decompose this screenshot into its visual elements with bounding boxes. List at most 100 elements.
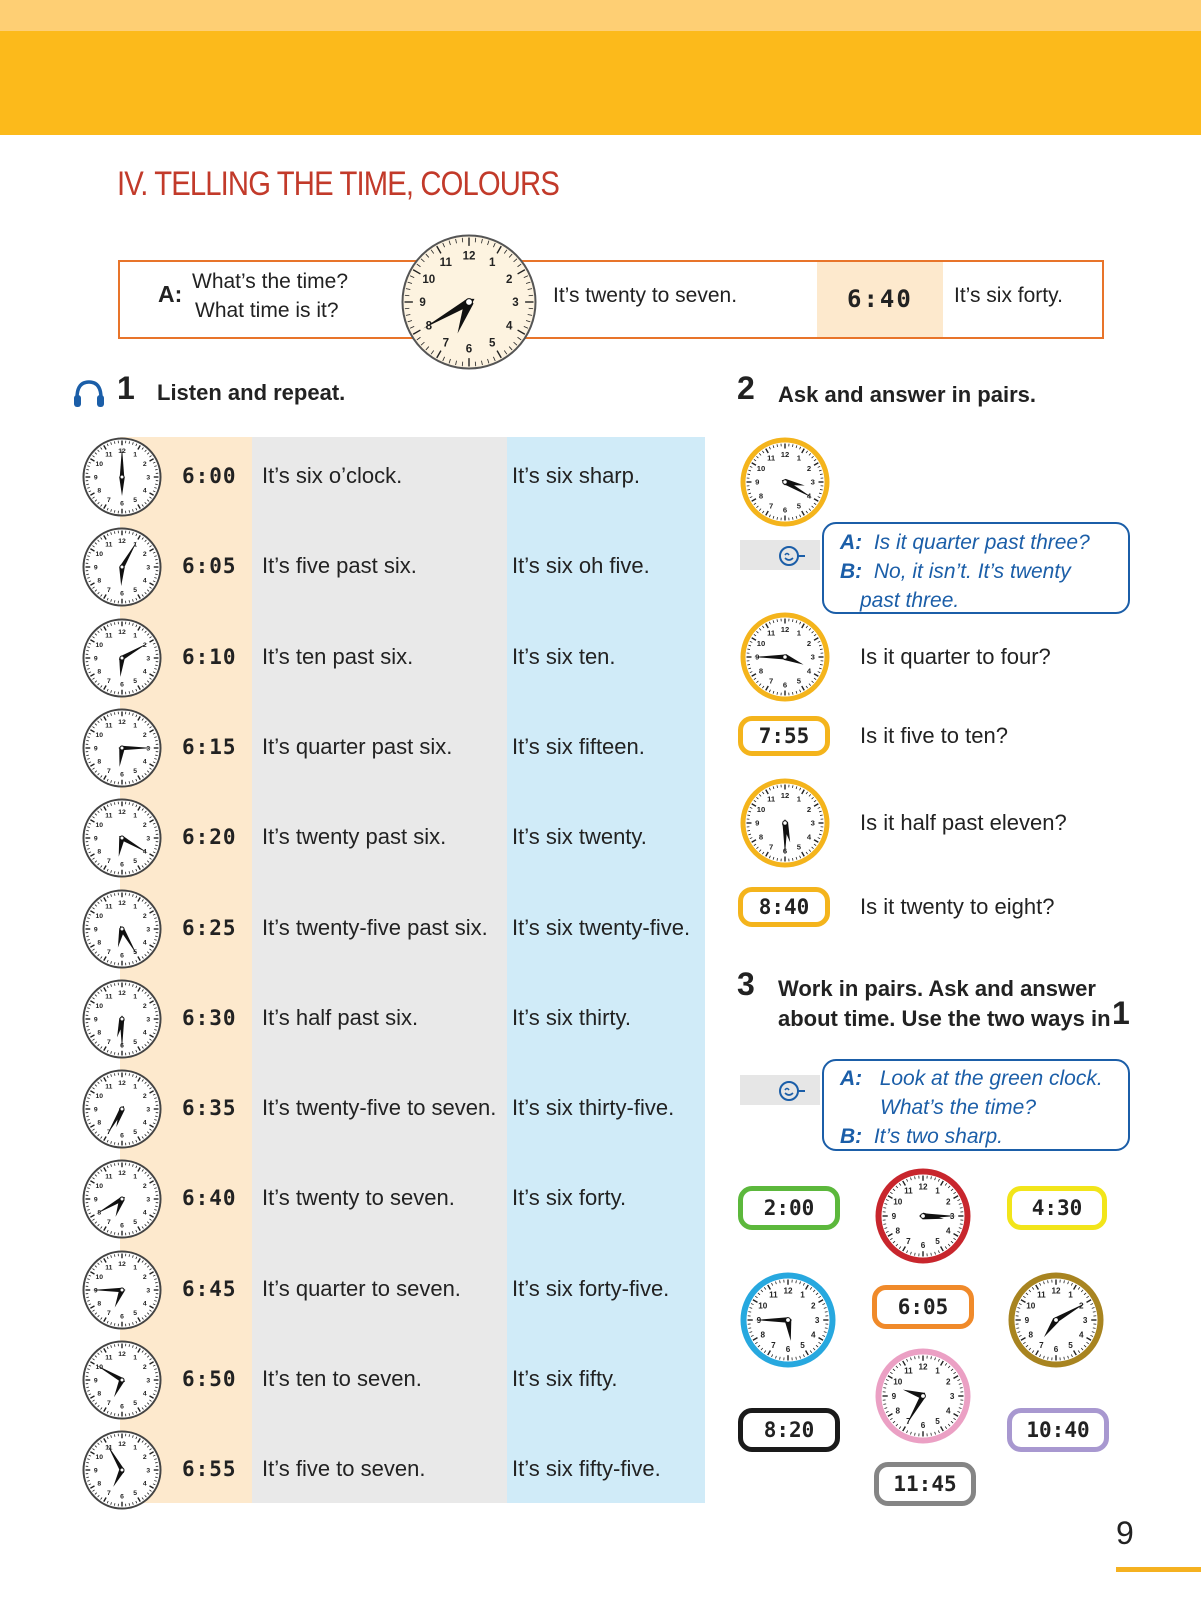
ex1-phrase-2: It’s six twenty. [512,824,647,850]
svg-text:4: 4 [143,668,147,675]
svg-text:12: 12 [118,1441,126,1448]
svg-text:7: 7 [107,768,111,775]
svg-text:7: 7 [107,1039,111,1046]
minute-hand [107,1105,124,1136]
svg-text:6: 6 [120,501,124,508]
svg-text:1: 1 [133,903,137,910]
svg-text:11: 11 [105,723,112,730]
ex1-phrase-2: It’s six thirty. [512,1004,631,1030]
svg-text:11: 11 [769,1291,778,1300]
ex1-phrase-2: It’s six ten. [512,643,616,669]
svg-text:12: 12 [1051,1287,1061,1296]
hour-hand [119,745,125,767]
svg-text:10: 10 [757,805,766,814]
svg-text:5: 5 [797,843,802,852]
svg-text:1: 1 [797,795,802,804]
minute-hand [906,1392,926,1425]
svg-text:8: 8 [426,320,433,332]
svg-text:5: 5 [133,1039,137,1046]
svg-text:10: 10 [95,1184,103,1191]
ex3-number: 3 [737,966,755,1002]
blue-clock: 1 2 3 4 5 6 7 8 9 10 11 12 [740,1272,836,1368]
svg-text:3: 3 [146,1197,150,1204]
headphones-icon[interactable] [72,378,106,413]
svg-text:1: 1 [133,1084,137,1091]
svg-text:2: 2 [143,1003,147,1010]
svg-text:12: 12 [781,791,790,800]
svg-text:8: 8 [97,1210,101,1217]
svg-text:5: 5 [489,337,496,349]
svg-text:9: 9 [94,745,98,752]
svg-text:11: 11 [105,1084,112,1091]
svg-text:12: 12 [781,450,790,459]
svg-text:8: 8 [97,849,101,856]
svg-text:2: 2 [143,1274,147,1281]
svg-text:7: 7 [107,1129,111,1136]
svg-text:7: 7 [107,1310,111,1317]
hour-hand [113,1468,125,1488]
svg-text:10: 10 [757,464,766,473]
svg-text:9: 9 [892,1212,897,1221]
ex2-question: Is it five to ten? [860,723,1008,748]
svg-text:9: 9 [94,655,98,662]
svg-text:12: 12 [118,1080,126,1087]
hour-hand [1043,1317,1059,1338]
minute-hand [919,1213,957,1219]
hour-hand [114,1287,125,1308]
yellow-digital-clock: 4:30 [1007,1186,1107,1230]
svg-text:10: 10 [95,642,103,649]
minute-hand [120,541,137,571]
ex1-phrase-2: It’s six fifteen. [512,733,645,759]
ex1-phrase-1: It’s quarter past six. [262,733,453,759]
svg-text:9: 9 [94,926,98,933]
svg-text:7: 7 [1039,1341,1044,1350]
svg-text:1: 1 [133,632,137,639]
svg-text:7: 7 [769,677,773,686]
svg-text:6: 6 [786,1345,791,1354]
svg-text:1: 1 [1068,1291,1073,1300]
svg-text:2: 2 [946,1377,951,1386]
svg-text:4: 4 [143,939,147,946]
svg-text:7: 7 [107,678,111,685]
minute-hand [96,1365,126,1382]
hour-hand [119,474,125,496]
ex1-digital-time: 6:00 [182,464,237,488]
svg-text:6: 6 [921,1241,926,1250]
svg-text:8: 8 [895,1226,900,1235]
svg-text:12: 12 [781,625,790,634]
svg-text:10: 10 [95,552,103,559]
svg-text:5: 5 [133,1490,137,1497]
svg-text:9: 9 [755,819,759,828]
svg-text:12: 12 [118,1351,126,1358]
ex1-phrase-1: It’s quarter to seven. [262,1275,461,1301]
svg-text:4: 4 [946,1406,951,1415]
ex3-a-text-2: What’s the time? [880,1096,1037,1119]
minute-hand [119,1015,125,1049]
svg-text:8: 8 [97,758,101,765]
svg-text:8: 8 [97,1029,101,1036]
svg-text:3: 3 [146,926,150,933]
svg-text:10: 10 [95,732,103,739]
minute-hand [118,642,148,660]
svg-text:8: 8 [759,833,764,842]
svg-text:2: 2 [143,822,147,829]
svg-text:10: 10 [95,822,103,829]
green-digital-clock: 2:00 [738,1186,840,1230]
svg-text:2: 2 [143,1364,147,1371]
svg-text:1: 1 [797,629,802,638]
svg-text:11: 11 [105,993,112,1000]
svg-text:6: 6 [120,591,124,598]
svg-text:10: 10 [95,461,103,468]
ex1-title: Listen and repeat. [157,380,346,405]
svg-text:4: 4 [143,1481,147,1488]
svg-text:5: 5 [935,1237,940,1246]
